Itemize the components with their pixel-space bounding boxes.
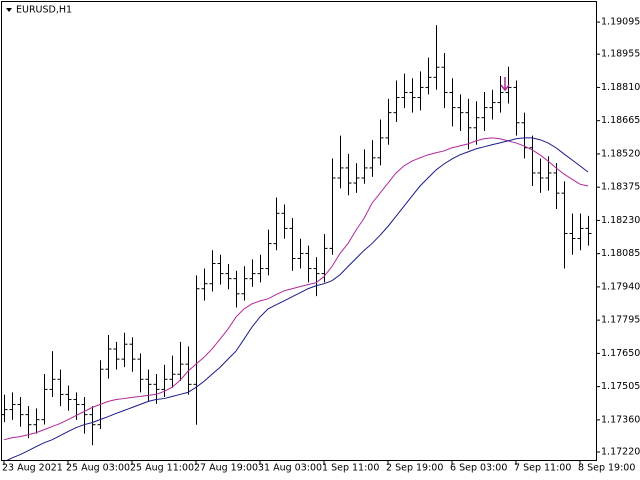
y-tick-label: 1.17505 — [601, 381, 640, 392]
y-tick-label: 1.18375 — [601, 182, 640, 193]
moving-average — [3, 137, 589, 441]
y-tick-label: 1.17220 — [601, 446, 640, 457]
x-tick-label: 6 Sep 03:00 — [450, 463, 507, 474]
y-tick-label: 1.19095 — [601, 17, 640, 28]
y-tick-label: 1.18085 — [601, 248, 640, 259]
moving-average — [6, 137, 589, 460]
signal-arrow — [500, 77, 510, 92]
x-tick-label: 27 Aug 19:00 — [194, 463, 258, 474]
x-tick-label: 25 Aug 03:00 — [66, 463, 130, 474]
x-tick-label: 25 Aug 11:00 — [130, 463, 194, 474]
y-tick-label: 1.18520 — [601, 148, 640, 159]
y-tick-label: 1.18955 — [601, 49, 640, 60]
x-tick-label: 8 Sep 19:00 — [578, 463, 635, 474]
y-tick-label: 1.17650 — [601, 348, 640, 359]
plot-frame — [1, 1, 597, 461]
y-tick-label: 1.18230 — [601, 215, 640, 226]
dropdown-icon[interactable] — [6, 8, 12, 12]
y-tick-label: 1.17940 — [601, 281, 640, 292]
x-tick-label: 23 Aug 2021 — [2, 463, 63, 474]
y-tick-label: 1.17360 — [601, 414, 640, 425]
y-tick-label: 1.18810 — [601, 82, 640, 93]
x-tick-label: 2 Sep 19:00 — [386, 463, 443, 474]
plot-area — [1, 25, 592, 460]
x-tick-label: 31 Aug 03:00 — [258, 463, 322, 474]
x-tick-label: 1 Sep 11:00 — [322, 463, 379, 474]
chart-title: EURUSD,H1 — [16, 5, 72, 16]
x-tick-label: 7 Sep 11:00 — [514, 463, 571, 474]
y-tick-label: 1.18665 — [601, 115, 640, 126]
y-tick-label: 1.17795 — [601, 315, 640, 326]
